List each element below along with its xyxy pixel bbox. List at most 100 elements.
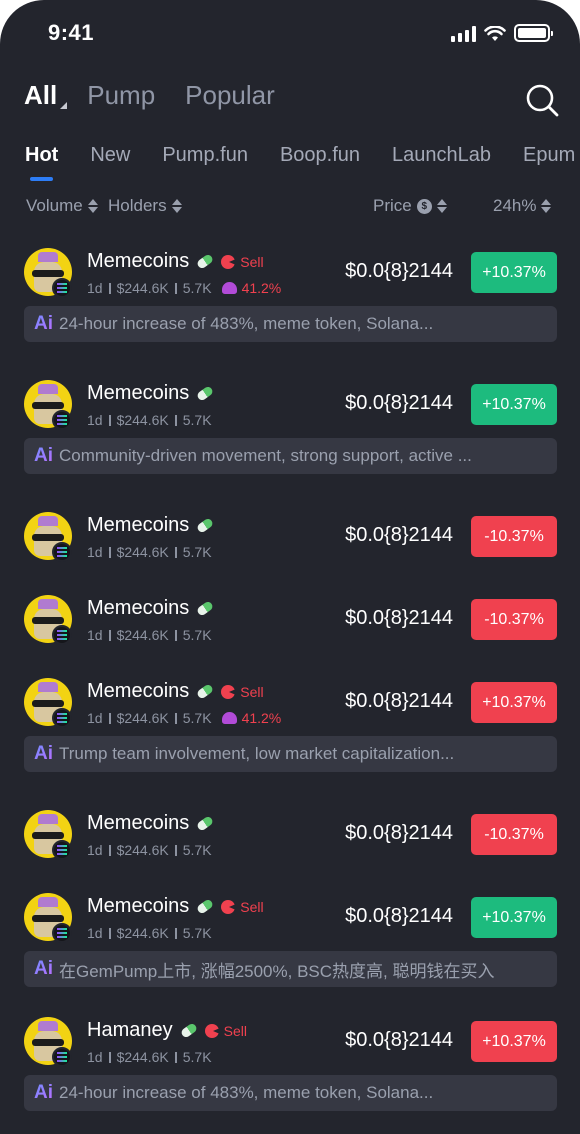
change-badge[interactable]: +10.37% — [471, 897, 557, 938]
ai-icon: Ai — [34, 313, 53, 334]
sort-change-label: 24h% — [493, 196, 537, 215]
token-meta: 1d $244.6K 5.7K 41.2% — [87, 280, 281, 296]
pacman-icon — [221, 899, 237, 914]
token-holders: 5.7K — [182, 842, 212, 858]
token-holders: 5.7K — [182, 627, 212, 643]
tab-popular[interactable]: Popular — [185, 80, 275, 110]
token-row[interactable]: Memecoins 1d $244.6K 5.7K $0.0{8}2144 -10.37% — [0, 802, 580, 868]
pill-icon — [196, 898, 215, 915]
token-name: Memecoins — [87, 250, 190, 272]
subtab-epum[interactable]: Epum — [523, 144, 576, 166]
subtab-hot[interactable]: Hot — [25, 144, 59, 181]
holder-pct-value: 41.2% — [241, 280, 282, 296]
ai-icon: Ai — [34, 958, 53, 979]
subtab-boopfun[interactable]: Boop.fun — [279, 144, 361, 166]
sort-volume-label: Volume — [26, 196, 83, 215]
ai-summary[interactable]: Ai 24-hour increase of 483%, meme token, … — [24, 1075, 557, 1111]
sort-price[interactable]: Price $ — [373, 196, 447, 216]
holder-pct-value: 41.2% — [241, 710, 282, 726]
token-name-line: Memecoins — [87, 514, 215, 537]
token-row[interactable]: Memecoins 1d $244.6K 5.7K $0.0{8}2144 +10.37% — [0, 372, 580, 438]
token-mcap: $244.6K — [116, 710, 169, 726]
change-badge[interactable]: +10.37% — [471, 384, 557, 425]
token-avatar — [24, 380, 72, 428]
token-age: 1d — [87, 842, 103, 858]
subtab-pumpfun[interactable]: Pump.fun — [162, 144, 248, 166]
holder-pct: 41.2% — [221, 280, 282, 296]
wifi-icon — [484, 26, 506, 41]
tab-pump[interactable]: Pump — [87, 80, 156, 110]
sort-arrows-icon — [541, 199, 552, 213]
list-item: Memecoins 1d $244.6K 5.7K $0.0{8}2144 -10.37% — [0, 587, 580, 653]
sort-arrows-icon — [436, 199, 447, 213]
token-meta: 1d $244.6K 5.7K — [87, 627, 212, 643]
token-name-line: Hamaney Sell — [87, 1019, 247, 1042]
token-mcap: $244.6K — [116, 627, 169, 643]
pacman-icon — [221, 684, 237, 699]
token-price: $0.0{8}2144 — [345, 822, 453, 844]
search-icon[interactable] — [524, 82, 560, 118]
battery-icon — [514, 24, 553, 42]
pill-icon — [196, 517, 215, 534]
sort-holders-label: Holders — [108, 196, 167, 215]
token-name: Memecoins — [87, 514, 190, 536]
list-item: Hamaney Sell 1d $244.6K 5.7K $0.0{8}2144 +10.3… — [0, 1009, 580, 1111]
pill-icon — [196, 385, 215, 402]
token-row[interactable]: Hamaney Sell 1d $244.6K 5.7K $0.0{8}2144 +10.3… — [0, 1009, 580, 1075]
list-item: Memecoins 1d $244.6K 5.7K $0.0{8}2144 +10.37%… — [0, 372, 580, 474]
tab-all-label: All — [24, 80, 58, 110]
change-badge[interactable]: -10.37% — [471, 516, 557, 557]
token-mcap: $244.6K — [116, 1049, 169, 1065]
sort-holders[interactable]: Holders — [108, 196, 182, 216]
token-row[interactable]: Memecoins 1d $244.6K 5.7K $0.0{8}2144 -10.37% — [0, 504, 580, 570]
change-badge[interactable]: +10.37% — [471, 682, 557, 723]
holder-pct: 41.2% — [221, 710, 282, 726]
ai-summary[interactable]: Ai 在GemPump上市, 涨幅2500%, BSC热度高, 聪明钱在买入 — [24, 951, 557, 987]
token-holders: 5.7K — [182, 412, 212, 428]
subtab-new[interactable]: New — [90, 144, 131, 166]
sub-tabs: Hot New Pump.fun Boop.fun LaunchLab Epum — [25, 144, 576, 181]
token-name-line: Memecoins — [87, 812, 215, 835]
ai-summary-text: 24-hour increase of 483%, meme token, So… — [59, 314, 434, 333]
caret-icon — [60, 102, 68, 109]
token-list: Memecoins Sell 1d $244.6K 5.7K 41.2% $0.0{8}21… — [0, 240, 580, 1111]
token-age: 1d — [87, 544, 103, 560]
token-meta: 1d $244.6K 5.7K — [87, 925, 212, 941]
sort-change[interactable]: 24h% — [493, 196, 552, 216]
token-meta: 1d $244.6K 5.7K — [87, 412, 212, 428]
ai-summary[interactable]: Ai Trump team involvement, low market cap… — [24, 736, 557, 772]
subtab-launchlab[interactable]: LaunchLab — [392, 144, 492, 166]
sort-arrows-icon — [87, 199, 98, 213]
ai-summary[interactable]: Ai Community-driven movement, strong supp… — [24, 438, 557, 474]
token-row[interactable]: Memecoins 1d $244.6K 5.7K $0.0{8}2144 -10.37% — [0, 587, 580, 653]
token-mcap: $244.6K — [116, 412, 169, 428]
pill-icon — [196, 683, 215, 700]
token-row[interactable]: Memecoins Sell 1d $244.6K 5.7K 41.2% $0.0{8}21… — [0, 240, 580, 306]
status-bar: 9:41 — [0, 0, 580, 68]
token-meta: 1d $244.6K 5.7K — [87, 842, 212, 858]
solana-icon — [52, 278, 72, 298]
list-item: Memecoins Sell 1d $244.6K 5.7K 41.2% $0.0{8}21… — [0, 240, 580, 342]
pill-icon — [179, 1022, 198, 1039]
dollar-icon: $ — [416, 198, 432, 214]
pacman-icon — [221, 254, 237, 269]
change-badge[interactable]: +10.37% — [471, 1021, 557, 1062]
token-row[interactable]: Memecoins Sell 1d $244.6K 5.7K 41.2% $0.0{8}21… — [0, 670, 580, 736]
token-mcap: $244.6K — [116, 925, 169, 941]
ai-summary[interactable]: Ai 24-hour increase of 483%, meme token, … — [24, 306, 557, 342]
token-price: $0.0{8}2144 — [345, 260, 453, 282]
change-badge[interactable]: -10.37% — [471, 599, 557, 640]
token-holders: 5.7K — [182, 1049, 212, 1065]
status-icons — [451, 24, 553, 42]
change-badge[interactable]: -10.37% — [471, 814, 557, 855]
change-badge[interactable]: +10.37% — [471, 252, 557, 293]
tab-all[interactable]: All — [24, 80, 68, 111]
token-name-line: Memecoins Sell — [87, 680, 264, 703]
token-name-line: Memecoins — [87, 382, 215, 405]
token-price: $0.0{8}2144 — [345, 1029, 453, 1051]
sell-label: Sell — [240, 683, 264, 700]
list-item: Memecoins 1d $244.6K 5.7K $0.0{8}2144 -10.37% — [0, 802, 580, 868]
sort-volume[interactable]: Volume — [26, 196, 98, 216]
token-row[interactable]: Memecoins Sell 1d $244.6K 5.7K $0.0{8}2144 +10… — [0, 885, 580, 951]
